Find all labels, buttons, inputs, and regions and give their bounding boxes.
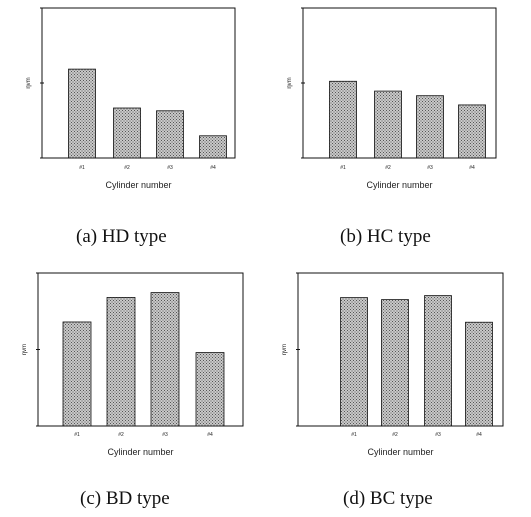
chart-b-xtick-label: #4 (469, 165, 475, 171)
chart-c-xtick-label: #4 (207, 432, 213, 438)
chart-b-caption: (b) HC type (340, 226, 431, 247)
chart-d-xlabel: Cylinder number (367, 447, 433, 457)
chart-c-svg: #1 #2 #3 #4 Cylinder number ηvm (22, 272, 244, 457)
chart-a-xlabel: Cylinder number (105, 180, 171, 190)
chart-d-xtick-label: #3 (435, 432, 441, 438)
chart-d-xtick-label: #2 (392, 432, 398, 438)
chart-c-xlabel: Cylinder number (107, 447, 173, 457)
chart-d-bar (381, 299, 409, 427)
chart-panel-c: #1 #2 #3 #4 Cylinder number ηvm (14, 264, 258, 464)
chart-b-bar (416, 95, 444, 159)
chart-c-xtick-label: #3 (162, 432, 168, 438)
chart-c-ylabel: ηvm (22, 344, 28, 355)
chart-b-bar (374, 90, 402, 159)
chart-b-xtick-label: #3 (427, 165, 433, 171)
chart-c-bar (106, 297, 136, 427)
chart-a-xtick-label: #3 (167, 165, 173, 171)
chart-a-xtick-label: #4 (210, 165, 216, 171)
chart-c-bar (62, 321, 92, 427)
chart-c-bar (195, 352, 225, 427)
chart-b-svg: #1 #2 #3 #4 Cylinder number ηvm (287, 7, 497, 190)
chart-panel-b: #1 #2 #3 #4 Cylinder number ηvm (275, 2, 519, 198)
chart-d-bar (424, 295, 452, 427)
chart-b-bar (329, 80, 357, 159)
chart-a-caption: (a) HD type (76, 226, 167, 247)
chart-a-xtick-label: #1 (79, 165, 85, 171)
chart-b-xtick-label: #2 (385, 165, 391, 171)
chart-b-bar (458, 104, 486, 159)
chart-d-svg: #1 #2 #3 #4 Cylinder number ηvm (282, 272, 504, 457)
chart-c-xtick-label: #2 (118, 432, 124, 438)
chart-d-bar (465, 321, 493, 427)
chart-panel-a: #1 #2 #3 #4 Cylinder number ηvm (14, 2, 258, 198)
chart-panel-d: #1 #2 #3 #4 Cylinder number ηvm (275, 264, 519, 464)
chart-a-bar (113, 107, 141, 159)
chart-a-bar (199, 135, 227, 159)
chart-d-xtick-label: #4 (476, 432, 482, 438)
chart-a-xtick-label: #2 (124, 165, 130, 171)
chart-a-svg: #1 #2 #3 #4 Cylinder number ηvm (26, 7, 236, 190)
chart-b-xtick-label: #1 (340, 165, 346, 171)
chart-b-xlabel: Cylinder number (366, 180, 432, 190)
chart-d-bar (340, 297, 368, 427)
chart-a-bar (68, 68, 96, 159)
chart-c-bar (150, 292, 180, 427)
chart-a-ylabel: ηvm (26, 77, 32, 88)
chart-d-ylabel: ηvm (282, 344, 288, 355)
chart-c-xtick-label: #1 (74, 432, 80, 438)
chart-c-caption: (c) BD type (80, 488, 170, 509)
chart-a-bar (156, 110, 184, 159)
chart-d-caption: (d) BC type (343, 488, 433, 509)
chart-b-ylabel: ηvm (287, 77, 293, 88)
chart-d-xtick-label: #1 (351, 432, 357, 438)
